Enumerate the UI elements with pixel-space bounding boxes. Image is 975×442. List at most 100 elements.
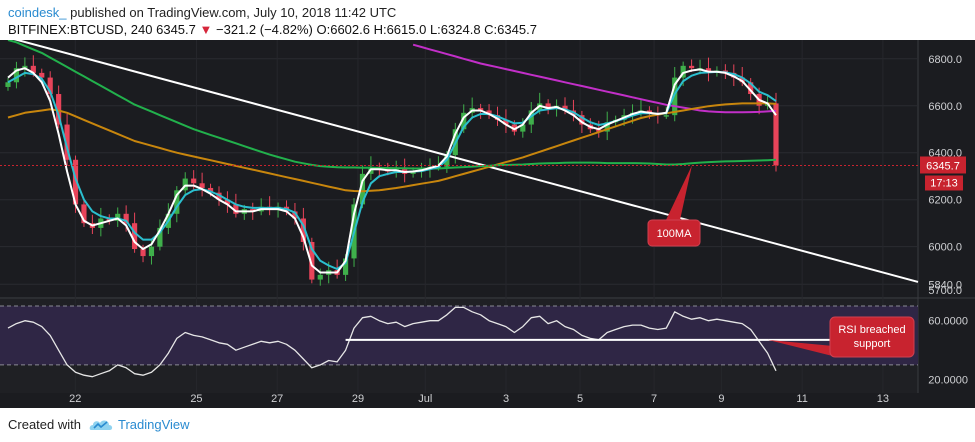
candle-body — [646, 110, 652, 113]
candle-body — [739, 77, 745, 83]
candle-body — [148, 246, 155, 257]
candle-body — [300, 218, 306, 242]
tradingview-brand[interactable]: TradingView — [118, 417, 190, 432]
ema-fast-line — [7, 67, 777, 274]
candle-body — [123, 213, 129, 224]
price-tick-label: 6800.0 — [928, 54, 962, 66]
date-tick-label: 25 — [190, 393, 202, 405]
candle-body — [56, 94, 62, 125]
candle-body — [486, 110, 492, 116]
candle-body — [64, 124, 70, 160]
created-with-label: Created with — [8, 417, 81, 432]
chart-area[interactable]: 6800.0 6600.0 6400.0 6200.0 6000.0 5840.0 5700… — [0, 40, 975, 408]
countdown-label: 17:13 — [930, 177, 958, 189]
candle-body — [317, 274, 323, 280]
candle-body — [689, 65, 695, 69]
down-arrow-icon: ▼ — [199, 22, 213, 37]
chart-footer: Created with TradingView — [0, 408, 975, 442]
candle-body — [157, 227, 163, 247]
candle-body — [494, 115, 501, 120]
author-link[interactable]: coindesk_ — [8, 5, 67, 20]
publish-info: published on TradingView.com, July 10, 2… — [66, 5, 397, 20]
candle-body — [410, 171, 416, 174]
candle-body — [199, 183, 205, 188]
symbol-label: BITFINEX:BTCUSD, 240 — [8, 22, 153, 37]
candle-body — [191, 178, 197, 184]
candle-body — [773, 103, 779, 166]
date-tick-label: Jul — [418, 393, 432, 405]
last-price-tag — [920, 156, 966, 174]
date-tick-label: 7 — [651, 393, 657, 405]
candle-body — [461, 112, 467, 130]
candle-body — [106, 218, 112, 221]
rsi-band — [0, 305, 918, 365]
candle-body — [224, 199, 231, 205]
ma-long-line — [412, 43, 777, 114]
rsi-callout-pointer — [768, 339, 832, 356]
candle-body — [604, 122, 610, 132]
ma100-callout-label: 100MA — [657, 228, 693, 240]
date-tick-label: 29 — [352, 393, 364, 405]
rsi-callout-box — [829, 316, 915, 358]
candle-body — [30, 65, 36, 73]
candle-body — [233, 204, 239, 214]
candle-body — [174, 190, 180, 214]
date-tick-label: 3 — [503, 393, 509, 405]
chart-header: coindesk_ published on TradingView.com, … — [0, 0, 975, 40]
publish-line: coindesk_ published on TradingView.com, … — [8, 5, 396, 20]
rsi-callout-label-line2: support — [854, 338, 891, 350]
candle-body — [47, 77, 53, 95]
ma100-callout-box — [647, 219, 701, 247]
candle-body — [81, 204, 87, 224]
candle-body — [207, 187, 214, 193]
candle-body — [182, 178, 188, 191]
last-price-label: 6345.7 — [926, 160, 960, 172]
trendline — [13, 40, 919, 283]
price-tick-label: 6200.0 — [928, 195, 962, 207]
ohlc-values: O:6602.6 H:6615.0 L:6324.8 C:6345.7 — [316, 22, 537, 37]
ma-100-line — [7, 40, 777, 170]
price-tick-label: 5840.0 — [928, 279, 962, 291]
candle-body — [545, 103, 551, 109]
chart-svg[interactable]: 6800.06600.06400.06200.06000.05840.05700… — [0, 40, 975, 408]
symbol-line: BITFINEX:BTCUSD, 240 6345.7 ▼ −321.2 (−4… — [8, 22, 537, 37]
candle-body — [39, 72, 45, 78]
candle-body — [680, 65, 686, 78]
tradingview-logo-icon[interactable] — [88, 416, 114, 434]
candle-body — [731, 72, 737, 78]
candle-body — [748, 82, 754, 95]
candle-body — [478, 108, 484, 111]
candle-body — [705, 68, 712, 73]
candle-body — [22, 65, 28, 69]
candle-body — [250, 209, 256, 212]
candle-body — [663, 115, 669, 117]
price-tick-label: 6000.0 — [928, 242, 962, 254]
candle-body — [342, 258, 349, 275]
date-tick-label: 27 — [271, 393, 283, 405]
date-tick-label: 22 — [69, 393, 81, 405]
date-tick-label: 11 — [796, 393, 807, 405]
price-change: −321.2 (−4.82%) — [216, 22, 313, 37]
candle-body — [562, 105, 568, 111]
rsi-tick-label: 60.0000 — [928, 316, 968, 328]
price-tick-label: 5700.0 — [928, 285, 962, 297]
candle-body — [292, 211, 298, 219]
date-tick-label: 5 — [577, 393, 583, 405]
rsi-callout-label-line1: RSI breached — [838, 324, 905, 336]
current-price: 6345.7 — [156, 22, 196, 37]
candle-body — [72, 159, 79, 205]
candle-body — [309, 241, 315, 280]
candle-body — [115, 213, 121, 221]
ma100-callout-pointer — [666, 165, 692, 220]
date-tick-label: 9 — [718, 393, 724, 405]
candle-body — [520, 124, 526, 132]
candle-body — [140, 249, 146, 257]
countdown-tag — [925, 175, 963, 191]
date-tick-label: 13 — [877, 393, 889, 405]
candle-body — [596, 129, 602, 132]
candle-body — [216, 192, 222, 200]
candle-body — [5, 82, 11, 87]
candle-body — [132, 223, 138, 250]
candle-body — [359, 173, 366, 205]
price-tick-label: 6600.0 — [928, 101, 962, 113]
